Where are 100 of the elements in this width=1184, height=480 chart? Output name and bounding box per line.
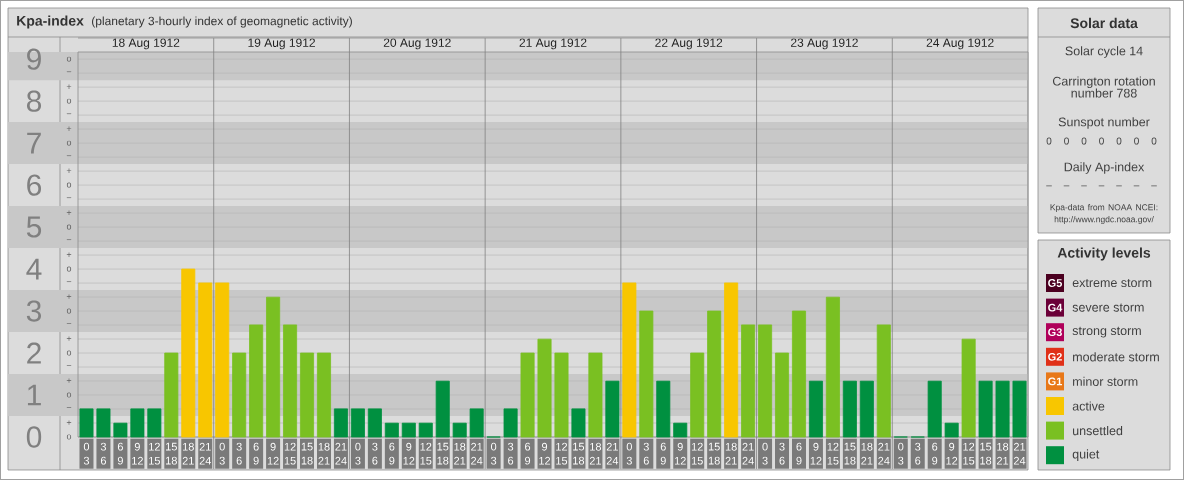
text: 18 Aug 1912: [112, 38, 180, 50]
text: −: [66, 197, 72, 199]
text: o: [66, 266, 72, 272]
x-tick-label: 0 3: [83, 442, 90, 465]
y-tick-label: 1: [27, 384, 41, 406]
data-label: 0: [1099, 137, 1104, 145]
text: Solar cycle 14: [1065, 46, 1143, 58]
text: Solar data: [1070, 17, 1138, 29]
legend-label: extreme storm: [1072, 278, 1152, 288]
x-tick-label: 0 3: [898, 442, 904, 465]
text: G4: [1048, 303, 1063, 312]
text: +: [66, 210, 72, 215]
text: −: [66, 281, 72, 283]
data-label: 0: [1046, 137, 1052, 145]
x-tick-label: 12 15: [691, 442, 703, 465]
data-label: –: [1151, 185, 1157, 187]
text: o: [66, 434, 72, 440]
x-tick-label: 6 9: [525, 442, 531, 465]
x-tick-label: 9 12: [403, 442, 415, 465]
text: 19 Aug 1912: [248, 38, 315, 50]
x-tick-label: 18 21: [996, 442, 1009, 465]
x-tick-label: 15 18: [437, 442, 449, 465]
x-tick-label: 12 15: [420, 442, 432, 465]
x-tick-label: 0 3: [762, 442, 768, 465]
text: o: [66, 308, 72, 314]
data-label: –: [1098, 185, 1105, 187]
text: G2: [1048, 352, 1062, 361]
data-label: 0: [1064, 137, 1069, 145]
text: Carrington rotation number 788: [1052, 76, 1155, 98]
text: 21 Aug 1912: [519, 38, 587, 50]
text: G3: [1048, 328, 1062, 337]
x-tick-label: 9 12: [267, 442, 279, 465]
data-label: 0: [1151, 137, 1157, 145]
x-tick-label: 3 6: [779, 442, 785, 465]
y-tick-label: 2: [27, 342, 41, 364]
legend-label: strong storm: [1072, 326, 1141, 338]
data-label: –: [1116, 185, 1122, 187]
x-tick-label: 21 24: [471, 442, 483, 465]
x-tick-label: 6 9: [932, 442, 938, 465]
text: +: [66, 336, 72, 341]
text: −: [66, 71, 72, 73]
x-tick-label: 6 9: [796, 442, 802, 465]
text: −: [66, 239, 72, 241]
text: +: [66, 378, 72, 383]
x-tick-label: 0 3: [626, 442, 632, 465]
y-tick-label: 5: [26, 216, 42, 238]
x-tick-label: 21 24: [606, 442, 619, 465]
text: 24 Aug 1912: [926, 38, 994, 50]
data-label: –: [1063, 185, 1070, 187]
x-tick-label: 9 12: [674, 442, 686, 465]
legend-label: moderate storm: [1073, 352, 1159, 362]
legend-label: severe storm: [1072, 303, 1144, 312]
text: Kpa-data from NOAA NCEI: http://www.ngdc.noaa.gov/: [1050, 204, 1158, 224]
legend-label: unsettled: [1073, 426, 1123, 436]
data-label: 0: [1116, 137, 1122, 145]
x-tick-label: 0 3: [490, 442, 497, 465]
x-tick-label: 12 15: [284, 442, 296, 465]
y-tick-label: 4: [26, 258, 42, 280]
x-tick-label: 15 18: [844, 442, 856, 465]
x-tick-label: 3 6: [100, 442, 107, 465]
text: −: [66, 407, 72, 408]
text: o: [66, 182, 72, 188]
y-tick-label: 0: [26, 426, 42, 448]
text: o: [66, 140, 72, 146]
y-tick-label: 3: [26, 300, 42, 322]
x-tick-label: 18 21: [318, 442, 330, 465]
text: −: [66, 113, 72, 115]
data-label: –: [1046, 185, 1052, 187]
y-tick-label: 6: [27, 174, 42, 196]
data-label: 0: [1081, 137, 1087, 145]
text: +: [66, 84, 72, 89]
x-tick-label: 12 15: [827, 442, 839, 465]
x-tick-label: 3 6: [372, 442, 378, 465]
x-tick-label: 6 9: [389, 442, 395, 465]
data-label: –: [1081, 185, 1087, 187]
text: +: [66, 294, 72, 299]
x-tick-label: 6 9: [660, 442, 666, 465]
text: +: [66, 420, 72, 425]
x-tick-label: 21 24: [1013, 442, 1026, 465]
text: +: [66, 252, 72, 257]
x-tick-label: 9 12: [946, 442, 958, 465]
y-tick-label: 9: [27, 48, 41, 70]
x-tick-label: 21 24: [199, 442, 212, 465]
text: −: [66, 155, 72, 157]
x-tick-label: 9 12: [539, 442, 551, 465]
text: o: [66, 98, 72, 104]
x-tick-label: 21 24: [335, 442, 347, 465]
x-tick-label: 15 18: [573, 442, 585, 465]
x-tick-label: 12 15: [149, 442, 160, 465]
text: +: [66, 168, 72, 173]
legend-title: Activity levels: [1057, 247, 1151, 261]
legend-label: minor storm: [1073, 376, 1138, 386]
x-tick-label: 6 9: [253, 442, 259, 465]
x-tick-label: 18 21: [725, 442, 737, 465]
x-tick-label: 9 12: [132, 442, 143, 465]
y-tick-label: 7: [27, 132, 41, 154]
text: Sunspot number: [1058, 117, 1150, 129]
text: +: [66, 126, 72, 131]
x-tick-label: 3 6: [915, 442, 921, 465]
text: −: [66, 365, 72, 367]
